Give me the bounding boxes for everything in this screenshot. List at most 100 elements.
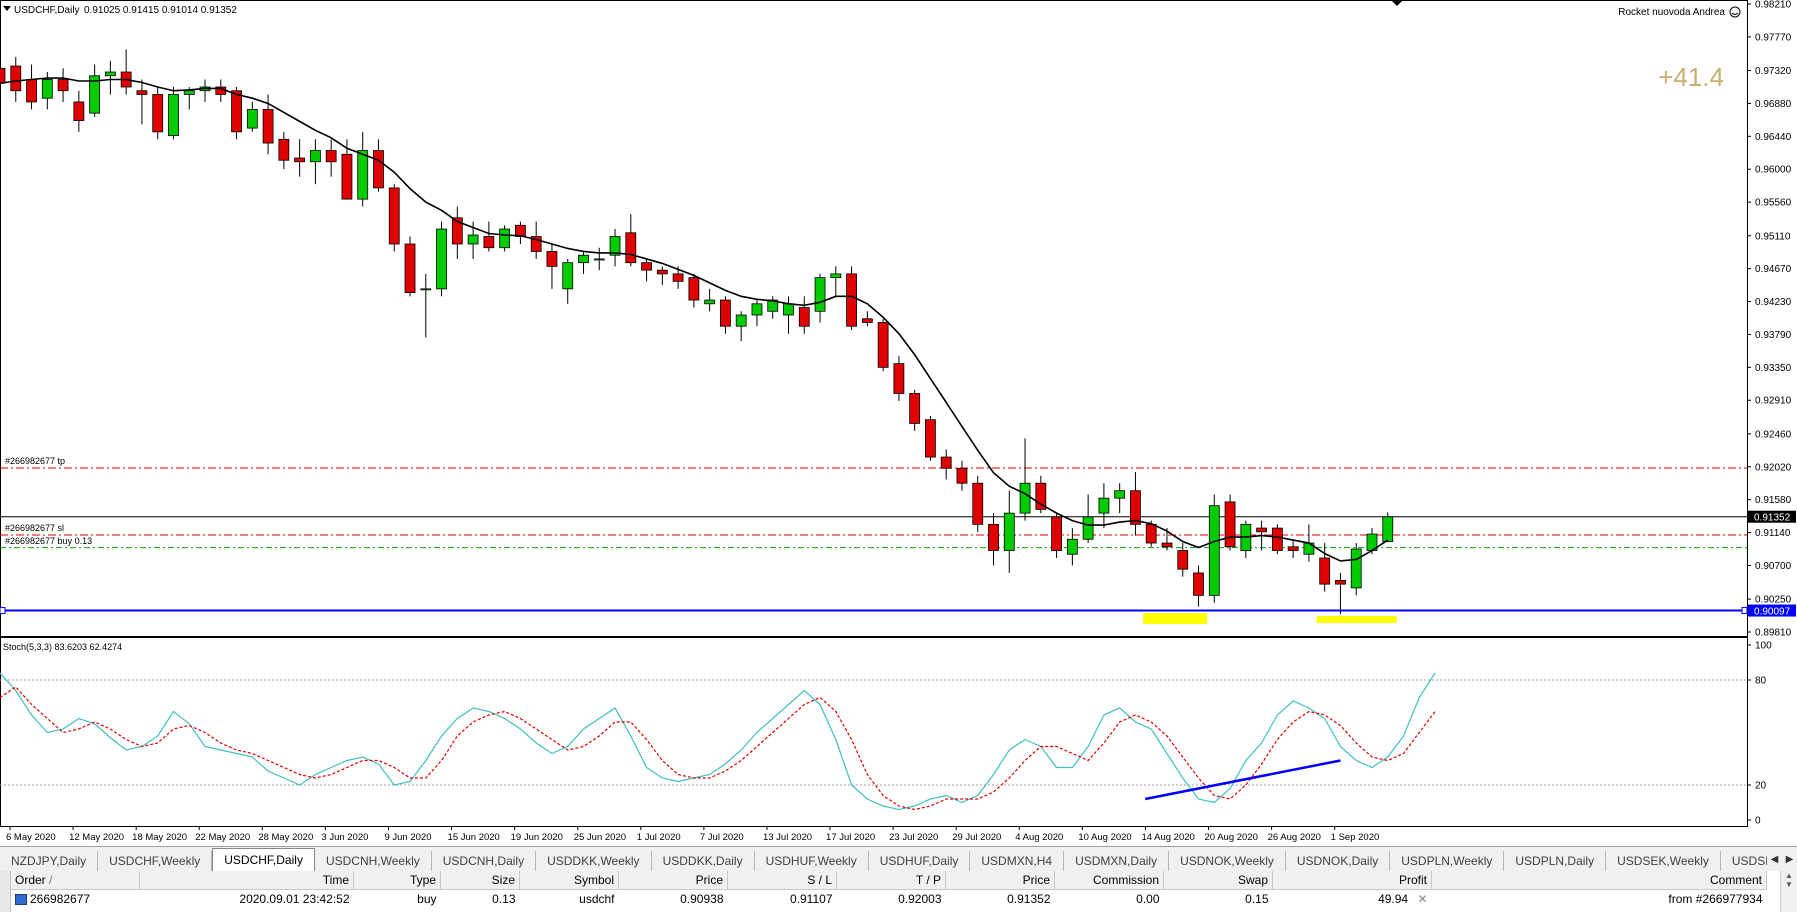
candle[interactable] <box>10 57 22 102</box>
candle[interactable] <box>357 131 369 207</box>
chart-tab[interactable]: USDHUF,Weekly <box>755 851 869 871</box>
candle[interactable] <box>1082 494 1094 544</box>
candle[interactable] <box>262 94 274 155</box>
candle[interactable] <box>1114 483 1126 514</box>
chart-tab[interactable]: USDCNH,Weekly <box>315 851 432 871</box>
candle[interactable] <box>73 90 85 132</box>
candle[interactable] <box>1382 512 1394 543</box>
candle[interactable] <box>956 460 968 491</box>
chart-tab[interactable]: USDCHF,Daily <box>212 848 315 871</box>
candle[interactable] <box>26 64 37 110</box>
candle[interactable] <box>704 288 716 312</box>
candle[interactable] <box>1287 539 1299 558</box>
candle[interactable] <box>877 318 889 372</box>
chart-tab[interactable]: USDPLN,Weekly <box>1390 851 1505 871</box>
candle[interactable] <box>199 79 211 102</box>
chart-tab[interactable]: USDNOK,Daily <box>1286 851 1391 871</box>
candle[interactable] <box>893 356 905 401</box>
close-trade-icon[interactable]: ✕ <box>1417 892 1428 906</box>
candle[interactable] <box>309 139 321 185</box>
col-time[interactable]: Time <box>139 871 354 890</box>
candle[interactable] <box>104 60 116 95</box>
candle[interactable] <box>1240 520 1252 558</box>
col-comment[interactable]: Comment <box>1431 871 1767 890</box>
candle[interactable] <box>1193 565 1204 607</box>
chart-tab[interactable]: USDCHF,Weekly <box>98 851 213 871</box>
support-line-handle[interactable] <box>1741 607 1748 615</box>
candle[interactable] <box>136 79 148 125</box>
chart-window[interactable]: #266982677 tp #266982677 sl #266982677 buy… <box>0 0 1797 846</box>
candle[interactable] <box>89 64 101 117</box>
divergence-trendline[interactable] <box>1144 759 1341 801</box>
candle[interactable] <box>451 206 463 259</box>
chart-tab[interactable]: USDMXN,Daily <box>1064 851 1170 871</box>
candle[interactable] <box>1035 475 1047 514</box>
candle[interactable] <box>578 251 589 274</box>
candle[interactable] <box>814 273 826 323</box>
chart-tab[interactable]: USDPLN,Daily <box>1504 851 1607 871</box>
candle[interactable] <box>625 214 637 267</box>
tab-scroll-left-icon[interactable]: ◀ <box>1770 853 1779 865</box>
candle[interactable] <box>373 139 384 192</box>
candle[interactable] <box>246 101 258 132</box>
candle[interactable] <box>1066 528 1078 566</box>
candle[interactable] <box>1003 490 1015 573</box>
chart-tab[interactable]: USDMXN,H4 <box>970 851 1065 871</box>
chart-tab[interactable]: USDDKK,Daily <box>652 851 755 871</box>
scroll-down-icon[interactable]: ▼ <box>1785 880 1793 889</box>
smiley-icon[interactable] <box>1729 6 1741 18</box>
candle[interactable] <box>1224 494 1236 551</box>
candle[interactable] <box>294 139 306 177</box>
candle[interactable] <box>656 266 668 286</box>
candle[interactable] <box>0 53 6 95</box>
candle[interactable] <box>420 273 432 338</box>
candle[interactable] <box>972 475 984 532</box>
chart-tab[interactable]: USDHUF,Daily <box>869 851 971 871</box>
candle[interactable] <box>483 221 495 252</box>
candle[interactable] <box>231 86 242 140</box>
candle[interactable] <box>720 296 731 334</box>
candle[interactable] <box>515 221 526 244</box>
chart-tab[interactable]: NZDJPY,Daily <box>0 851 99 871</box>
candle[interactable] <box>436 221 447 297</box>
candle[interactable] <box>1098 483 1110 529</box>
candle[interactable] <box>1051 513 1062 558</box>
candle[interactable] <box>688 273 700 308</box>
candle[interactable] <box>120 49 132 95</box>
chart-shift-marker-icon[interactable] <box>1392 1 1402 6</box>
candle[interactable] <box>593 247 605 271</box>
chart-tab[interactable]: USDCNH,Daily <box>432 851 537 871</box>
col-type[interactable]: Type <box>353 871 441 890</box>
candle[interactable] <box>1319 543 1331 592</box>
candle[interactable] <box>909 389 921 431</box>
col-symbol[interactable]: Symbol <box>519 871 619 890</box>
candle[interactable] <box>1208 494 1220 603</box>
candle[interactable] <box>404 236 416 297</box>
col-profit[interactable]: Profit <box>1272 871 1432 890</box>
candle[interactable] <box>1177 543 1189 577</box>
candle[interactable] <box>215 79 227 102</box>
chart-tab[interactable]: USDDKK,Weekly <box>536 851 652 871</box>
trades-scrollbar[interactable]: ▲ ▼ <box>1780 871 1797 912</box>
candle[interactable] <box>751 300 763 327</box>
candle[interactable] <box>325 139 337 177</box>
tab-scroll-buttons[interactable]: ◀ ▶ <box>1767 847 1797 871</box>
candle[interactable] <box>1019 438 1031 521</box>
support-line-handle[interactable] <box>0 607 6 615</box>
candle[interactable] <box>341 139 353 200</box>
candle[interactable] <box>798 296 810 334</box>
candle[interactable] <box>546 243 558 289</box>
candle[interactable] <box>152 86 164 140</box>
candle[interactable] <box>783 296 794 334</box>
header-menu-icon[interactable] <box>3 6 11 11</box>
col-commission[interactable]: Commission <box>1054 871 1164 890</box>
col-order[interactable]: Order / <box>11 871 140 890</box>
candle[interactable] <box>57 68 69 102</box>
candle[interactable] <box>1350 543 1362 596</box>
candle[interactable] <box>1271 524 1283 555</box>
candle[interactable] <box>925 415 936 461</box>
tab-scroll-right-icon[interactable]: ▶ <box>1785 853 1794 865</box>
col-swap[interactable]: Swap <box>1163 871 1273 890</box>
chart-tab[interactable]: USDNOK,Weekly <box>1169 851 1286 871</box>
col-tp[interactable]: T / P <box>836 871 946 890</box>
